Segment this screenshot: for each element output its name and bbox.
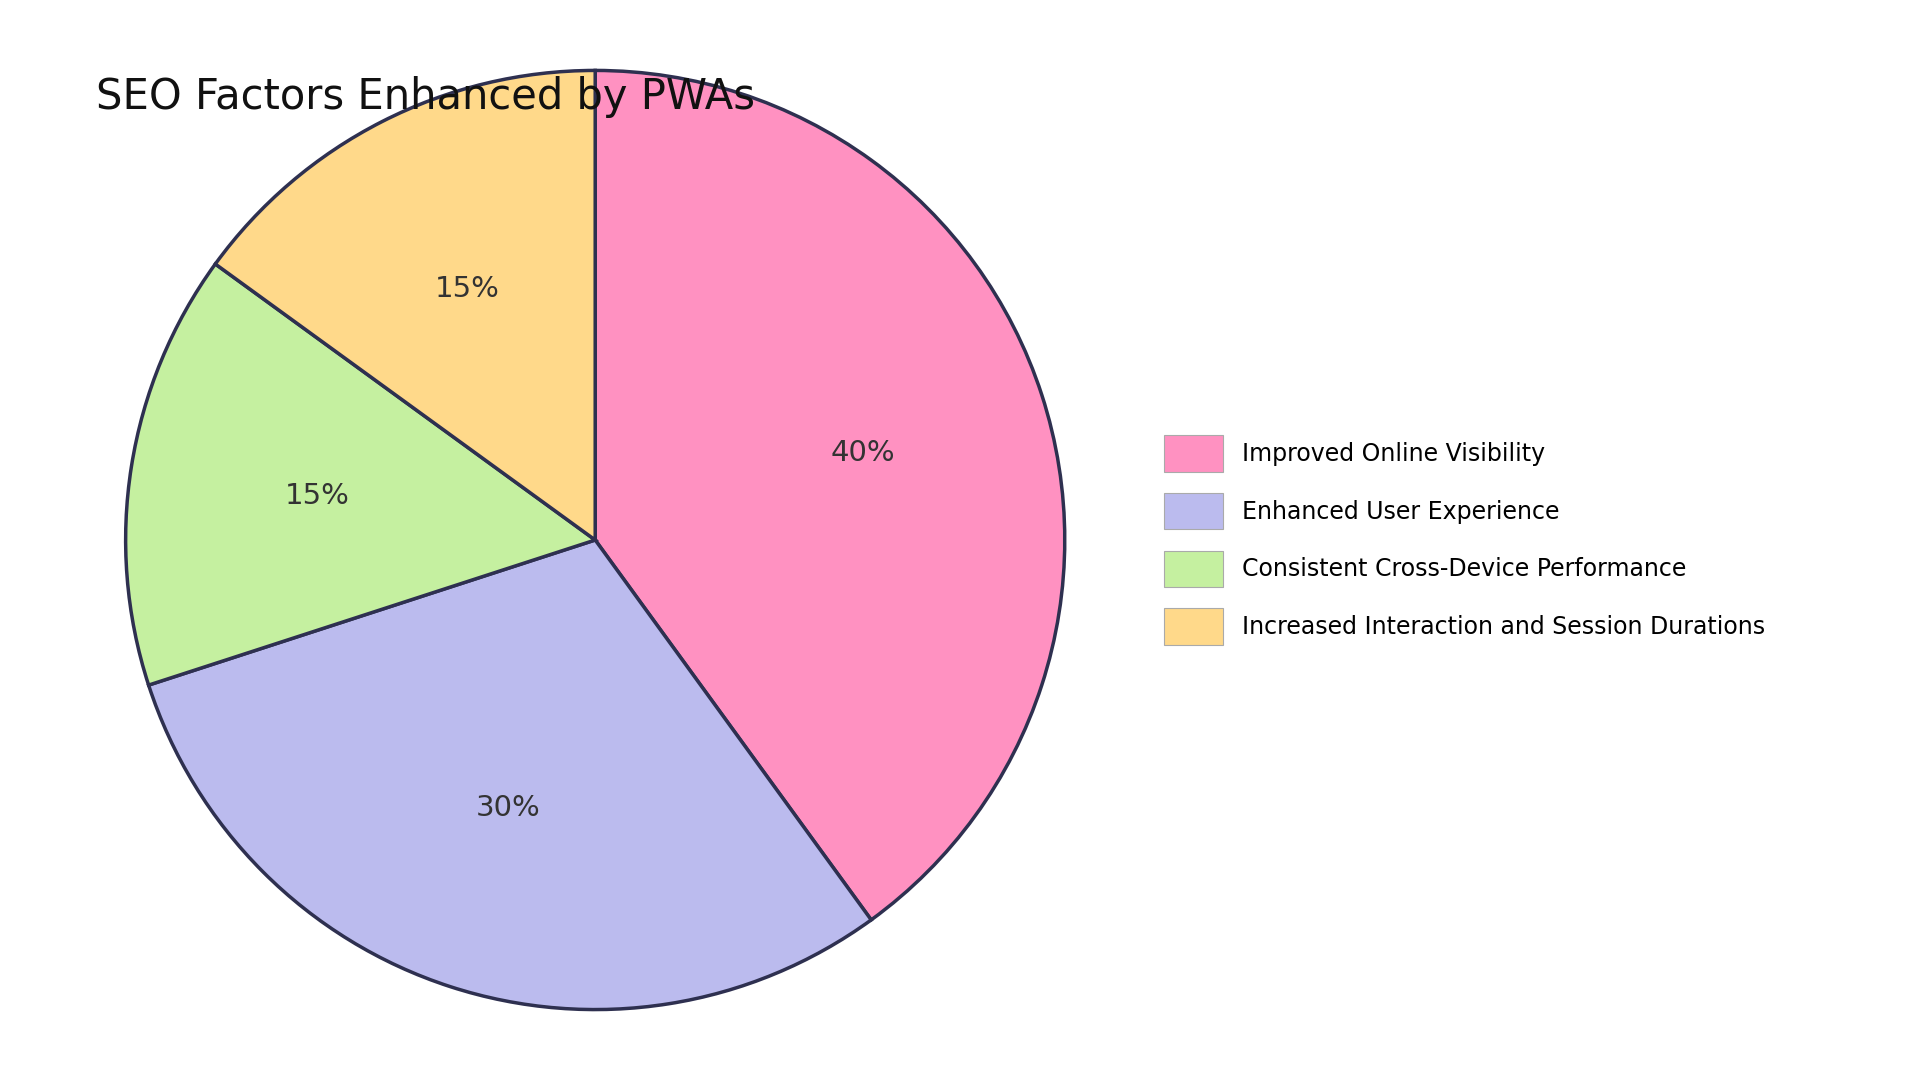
- Wedge shape: [125, 264, 595, 685]
- Text: 15%: 15%: [284, 482, 349, 510]
- Text: SEO Factors Enhanced by PWAs: SEO Factors Enhanced by PWAs: [96, 76, 755, 118]
- Text: 40%: 40%: [831, 438, 895, 467]
- Text: 15%: 15%: [434, 275, 499, 303]
- Wedge shape: [215, 70, 595, 540]
- Text: 30%: 30%: [476, 794, 541, 822]
- Wedge shape: [148, 540, 872, 1010]
- Legend: Improved Online Visibility, Enhanced User Experience, Consistent Cross-Device Pe: Improved Online Visibility, Enhanced Use…: [1164, 435, 1764, 645]
- Wedge shape: [595, 70, 1066, 920]
